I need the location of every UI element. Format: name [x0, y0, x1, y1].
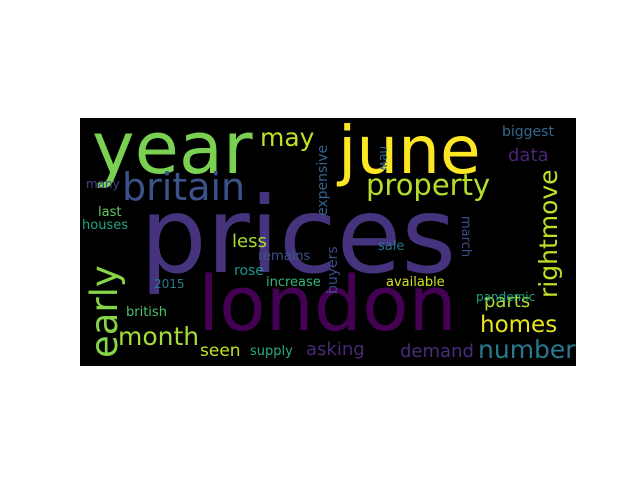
word-buyers: buyers — [325, 246, 341, 294]
word-number: number — [478, 335, 576, 364]
word-parts: parts — [484, 291, 531, 312]
word-prices: prices — [140, 175, 457, 297]
word-seen: seen — [200, 341, 241, 361]
word-property: property — [366, 168, 491, 202]
word-supply: supply — [250, 344, 293, 359]
word-london: london — [198, 259, 457, 348]
word-less: less — [232, 231, 267, 252]
word-increase: increase — [266, 275, 321, 290]
word-available: available — [386, 275, 445, 290]
word-2015: 2015 — [154, 277, 185, 291]
word-rightmove: rightmove — [534, 169, 563, 298]
word-sale: sale — [378, 239, 405, 254]
word-june: june — [338, 118, 481, 189]
word-pandemic: pandemic — [476, 290, 536, 304]
word-asking: asking — [306, 339, 365, 360]
word-month: month — [118, 322, 200, 351]
word-march: march — [458, 216, 473, 258]
word-homes: homes — [480, 312, 558, 338]
word-year: year — [92, 118, 253, 190]
word-many: many — [86, 177, 120, 191]
word-remains: remains — [258, 249, 311, 264]
word-data: data — [508, 145, 549, 166]
word-britain: britain — [122, 165, 246, 209]
word-houses: houses — [82, 218, 128, 233]
word-biggest: biggest — [502, 124, 554, 140]
word-demand: demand — [400, 341, 474, 362]
word-cloud-panel: prices london year june britain property… — [80, 118, 576, 366]
word-british: british — [126, 305, 167, 320]
word-rose: rose — [234, 263, 264, 279]
word-expensive: expensive — [315, 144, 331, 216]
word-last: last — [98, 205, 122, 220]
word-new: new — [377, 146, 391, 171]
word-may: may — [260, 123, 315, 152]
